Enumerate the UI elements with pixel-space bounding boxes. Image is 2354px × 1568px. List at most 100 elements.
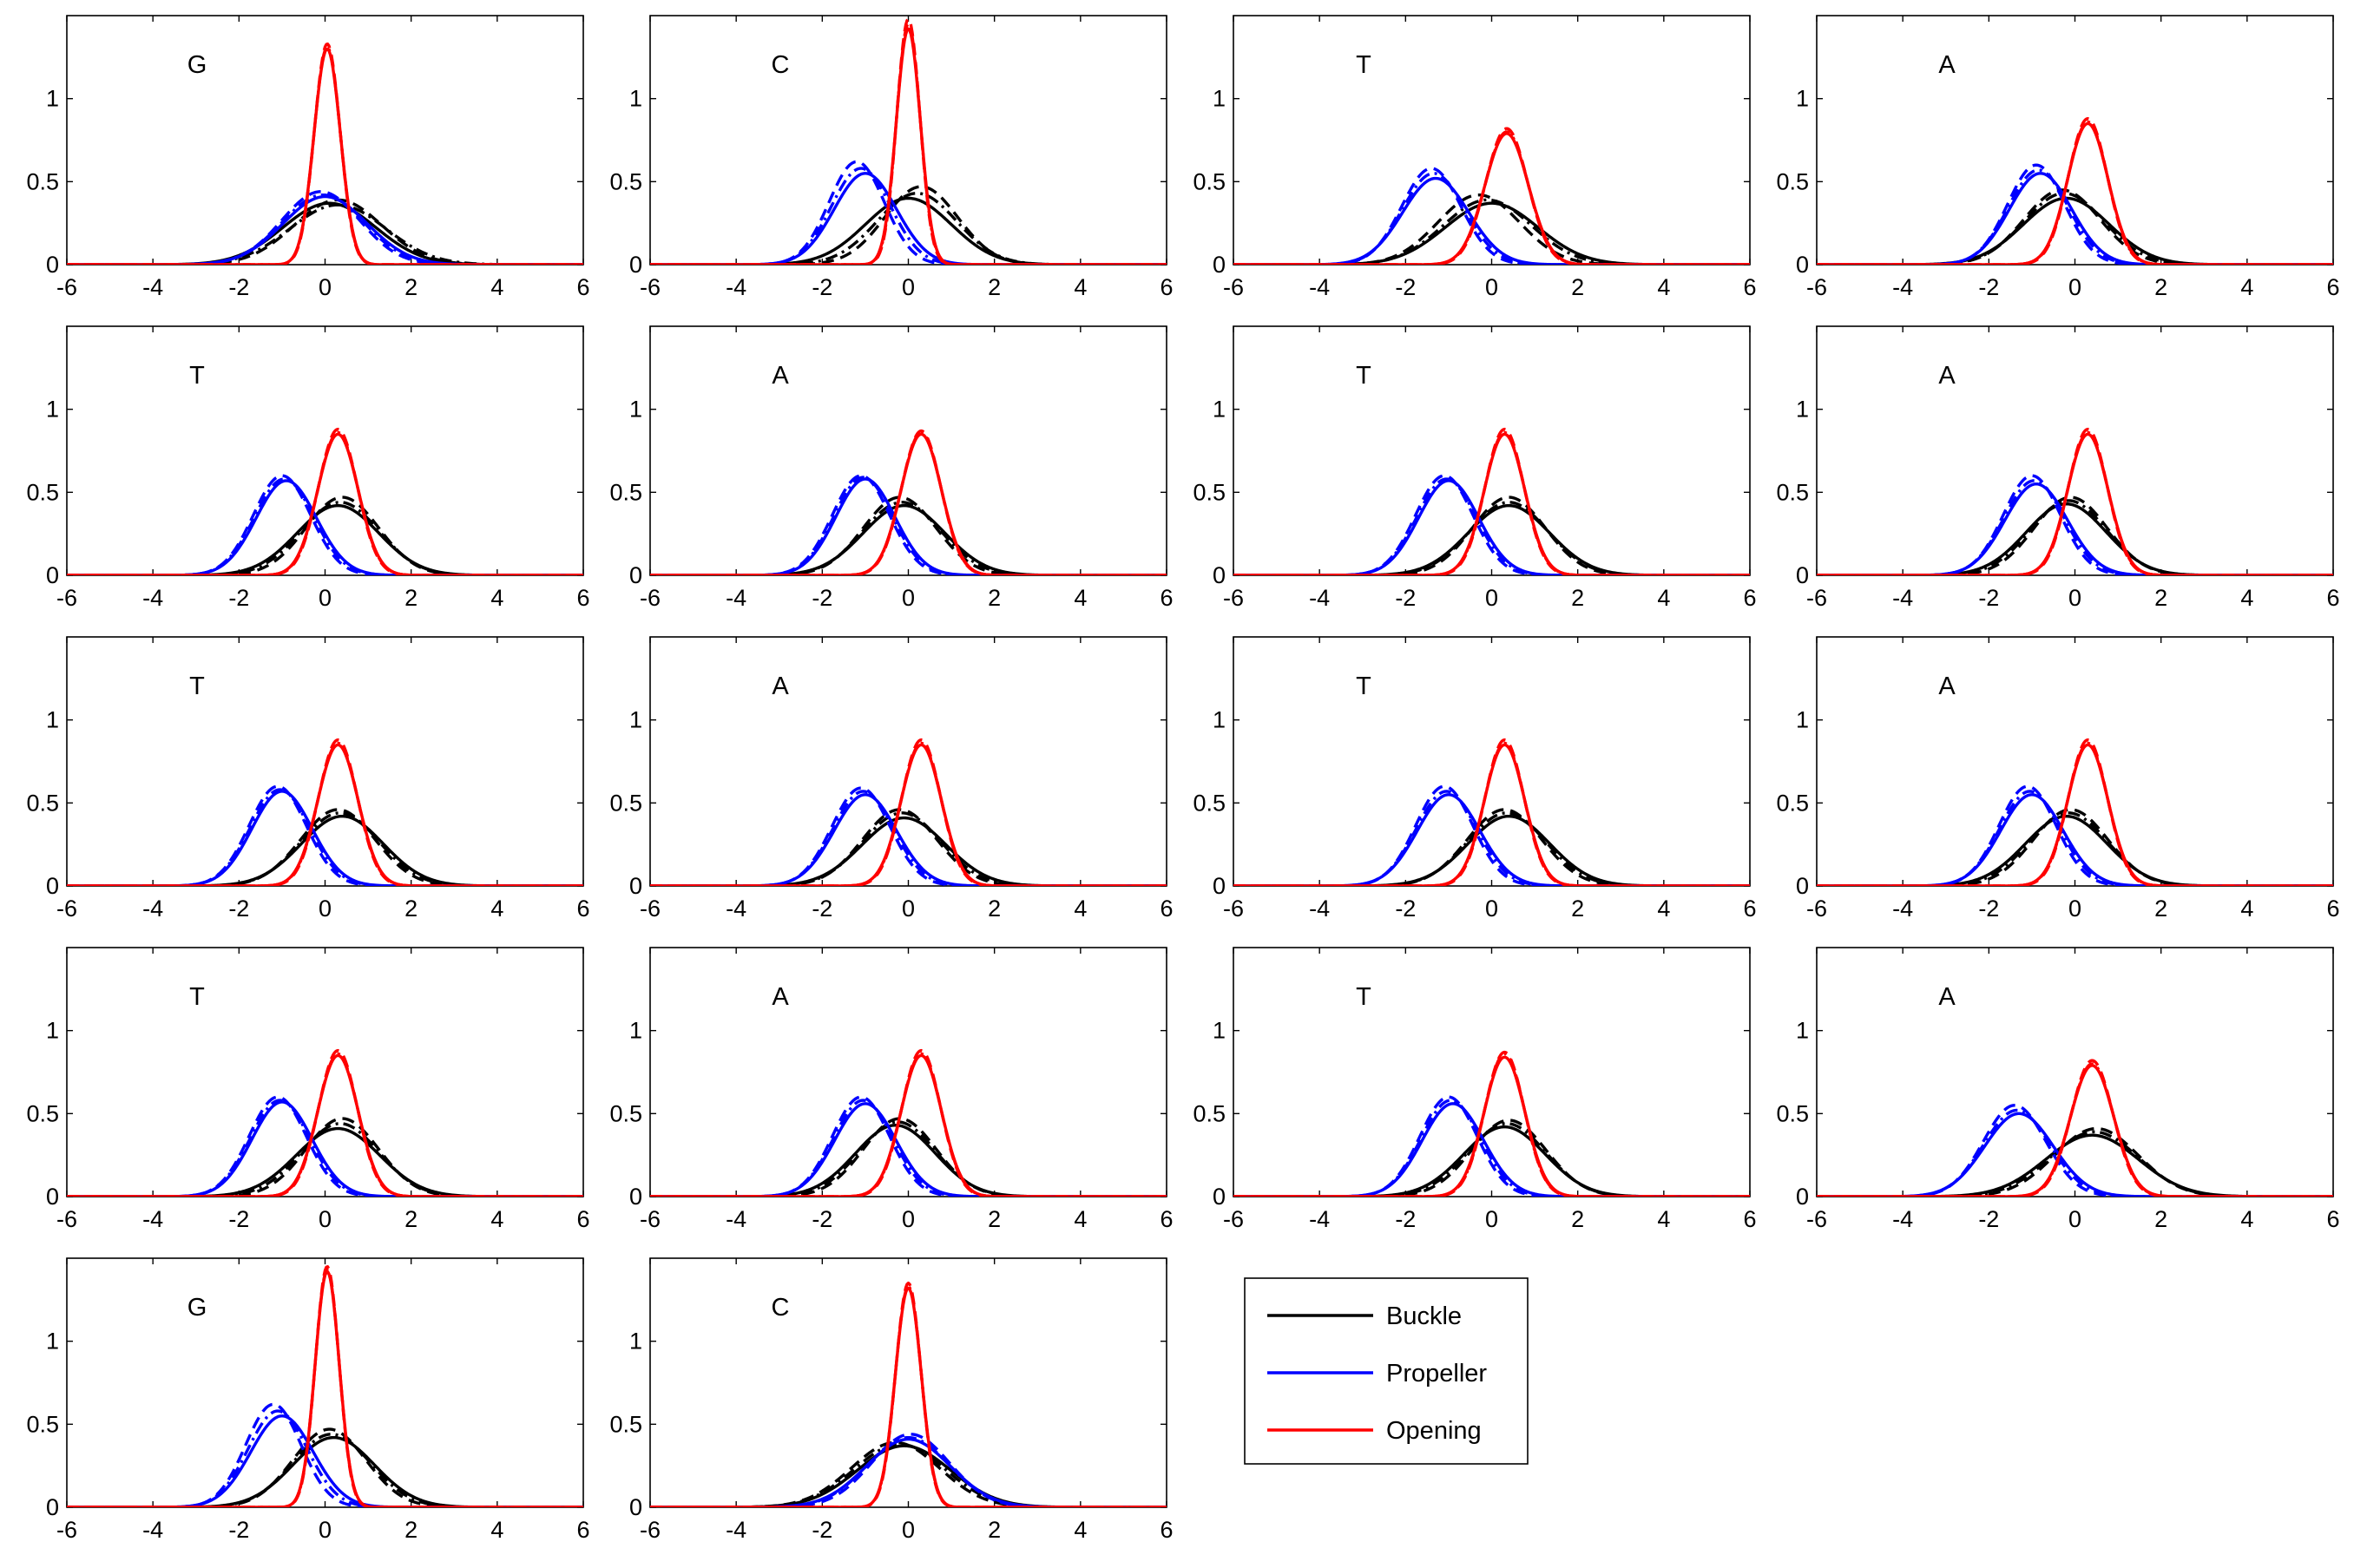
- propeller-curve-dashed: [1817, 163, 2333, 265]
- y-tick-label: 0.5: [1776, 168, 1809, 194]
- x-tick-label: -2: [812, 1206, 832, 1232]
- x-tick-label: -6: [1223, 1206, 1244, 1232]
- x-tick-label: 2: [2154, 896, 2167, 922]
- x-tick-label: 4: [2240, 1206, 2253, 1232]
- x-tick-label: -2: [812, 274, 832, 300]
- x-tick-label: -4: [142, 1206, 163, 1232]
- subplot-5: -6 -4 -2 0 2 4 6 0 0.5 1 T: [26, 325, 590, 611]
- x-tick-label: 6: [2326, 896, 2339, 922]
- x-tick-label: -2: [812, 1517, 832, 1543]
- x-tick-label: -6: [640, 274, 661, 300]
- x-tick-label: 6: [1160, 585, 1173, 611]
- x-tick-label: 4: [1074, 274, 1087, 300]
- x-tick-label: 6: [1160, 896, 1173, 922]
- y-tick-label: 0.5: [26, 1100, 59, 1126]
- x-tick-label: 6: [1160, 1206, 1173, 1232]
- x-tick-label: 6: [2326, 1206, 2339, 1232]
- x-tick-label: -2: [1978, 274, 1999, 300]
- x-tick-label: 6: [2326, 585, 2339, 611]
- axes-frame: [649, 325, 1167, 576]
- y-tick-label: 1: [1213, 86, 1226, 112]
- x-tick-label: -2: [1395, 1206, 1416, 1232]
- x-tick-label: -4: [1309, 896, 1330, 922]
- base-label: T: [1356, 51, 1371, 79]
- plot-area: [650, 1282, 1167, 1507]
- x-tick-label: 4: [490, 585, 503, 611]
- y-tick-label: 1: [1213, 1018, 1226, 1044]
- subplot-13: -6 -4 -2 0 2 4 6 0 0.5 1 T: [26, 947, 590, 1232]
- y-tick-label: 0.5: [26, 479, 59, 505]
- y-tick-label: 0: [1213, 252, 1226, 278]
- x-tick-label: 0: [2068, 585, 2081, 611]
- axes-frame: [1233, 325, 1751, 576]
- y-tick-label: 1: [1796, 1018, 1809, 1044]
- x-tick-label: 0: [319, 585, 332, 611]
- base-label: A: [772, 362, 789, 390]
- buckle-curve-dashed: [650, 1117, 1167, 1197]
- axes-frame: [649, 636, 1167, 887]
- base-label: A: [1938, 362, 1956, 390]
- x-tick-label: 4: [1657, 585, 1670, 611]
- x-tick-label: 4: [490, 1206, 503, 1232]
- base-label: T: [189, 362, 205, 390]
- axes-frame: [649, 15, 1167, 266]
- x-tick-label: 2: [1571, 896, 1584, 922]
- subplot-2: -6 -4 -2 0 2 4 6 0 0.5 1 C: [609, 15, 1174, 300]
- legend-label-opening: Opening: [1386, 1417, 1482, 1445]
- y-tick-label: 1: [629, 1018, 642, 1044]
- x-tick-label: -2: [1395, 585, 1416, 611]
- x-tick-label: 2: [404, 896, 418, 922]
- axes-frame: [1233, 15, 1751, 266]
- plot-area: [1817, 427, 2333, 575]
- x-tick-label: 0: [902, 274, 915, 300]
- y-tick-label: 0: [46, 1494, 59, 1520]
- y-tick-label: 0: [1796, 252, 1809, 278]
- buckle-curve-dashed: [67, 1427, 583, 1507]
- x-tick-label: 4: [1657, 274, 1670, 300]
- base-label: A: [1938, 672, 1956, 700]
- x-tick-label: 6: [1743, 585, 1756, 611]
- plot-area: [650, 738, 1167, 886]
- y-tick-label: 0.5: [26, 1411, 59, 1437]
- x-tick-label: 0: [1485, 1206, 1498, 1232]
- plot-area: [1817, 1059, 2333, 1197]
- subplot-15: -6 -4 -2 0 2 4 6 0 0.5 1 T: [1193, 947, 1757, 1232]
- x-tick-label: -6: [640, 1206, 661, 1232]
- x-tick-label: -6: [1806, 896, 1827, 922]
- y-tick-label: 1: [46, 397, 59, 423]
- y-tick-label: 0.5: [609, 479, 642, 505]
- x-tick-label: 2: [404, 274, 418, 300]
- x-tick-label: -6: [640, 896, 661, 922]
- subplot-7: -6 -4 -2 0 2 4 6 0 0.5 1 T: [1193, 325, 1757, 611]
- x-tick-label: 0: [2068, 1206, 2081, 1232]
- x-tick-label: 0: [319, 1206, 332, 1232]
- x-tick-label: -4: [1892, 274, 1913, 300]
- axes-frame: [66, 1257, 584, 1508]
- base-label: G: [187, 1294, 207, 1322]
- x-tick-label: 4: [1657, 1206, 1670, 1232]
- y-tick-label: 1: [1213, 397, 1226, 423]
- subplot-14: -6 -4 -2 0 2 4 6 0 0.5 1 A: [609, 947, 1174, 1232]
- x-tick-label: -2: [228, 274, 249, 300]
- base-label: T: [1356, 983, 1371, 1011]
- x-tick-label: -2: [228, 1206, 249, 1232]
- x-tick-label: 2: [404, 1517, 418, 1543]
- opening-curve-dashed: [67, 42, 583, 265]
- x-tick-label: 4: [1657, 896, 1670, 922]
- plot-area: [1233, 127, 1750, 265]
- propeller-curve-dashed: [1233, 1095, 1750, 1197]
- x-tick-label: 6: [576, 1206, 589, 1232]
- x-tick-label: 4: [1074, 1517, 1087, 1543]
- axes-frame: [649, 1257, 1167, 1508]
- y-tick-label: 0.5: [1193, 479, 1226, 505]
- axes-frame: [1816, 636, 2334, 887]
- subplot-17: -6 -4 -2 0 2 4 6 0 0.5 1 G: [26, 1257, 590, 1543]
- base-label: G: [187, 51, 207, 79]
- plot-area: [1233, 427, 1750, 575]
- x-tick-label: -2: [1978, 1206, 1999, 1232]
- subplot-6: -6 -4 -2 0 2 4 6 0 0.5 1 A: [609, 325, 1174, 611]
- x-tick-label: 4: [1074, 1206, 1087, 1232]
- x-tick-label: -2: [228, 896, 249, 922]
- plot-area: [1233, 738, 1750, 886]
- subplot-3: -6 -4 -2 0 2 4 6 0 0.5 1 T: [1193, 15, 1757, 300]
